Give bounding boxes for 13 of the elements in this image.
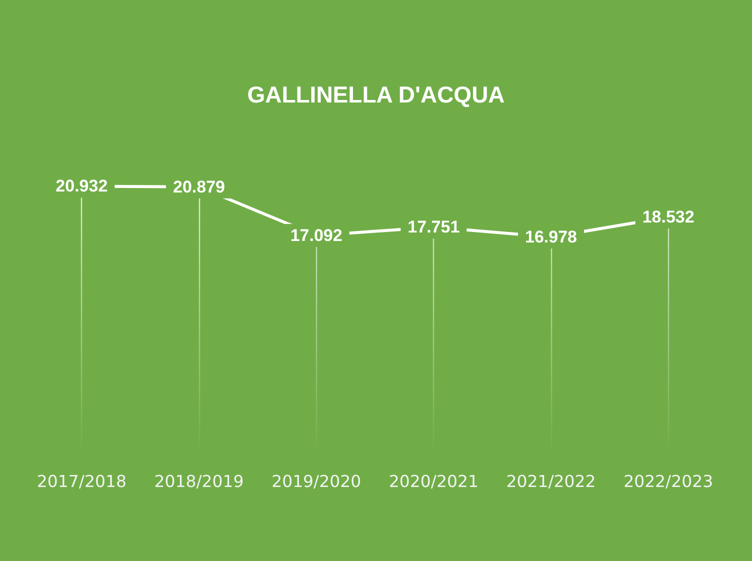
x-tick-label: 2018/2019 xyxy=(154,472,244,491)
data-label: 17.092 xyxy=(290,226,342,246)
data-label: 18.532 xyxy=(642,208,694,227)
data-label: 16.978 xyxy=(525,228,577,247)
x-tick-label: 2019/2020 xyxy=(272,472,362,491)
x-tick-label: 2022/2023 xyxy=(624,472,714,491)
data-label: 20.879 xyxy=(173,177,225,196)
data-label: 20.932 xyxy=(56,176,108,196)
chart-title: GALLINELLA D'ACQUA xyxy=(247,82,505,108)
x-tick-label: 2020/2021 xyxy=(388,472,478,491)
x-tick-label: 2017/2018 xyxy=(36,472,126,491)
data-label: 17.751 xyxy=(408,218,460,237)
x-tick-label: 2021/2022 xyxy=(506,472,596,491)
